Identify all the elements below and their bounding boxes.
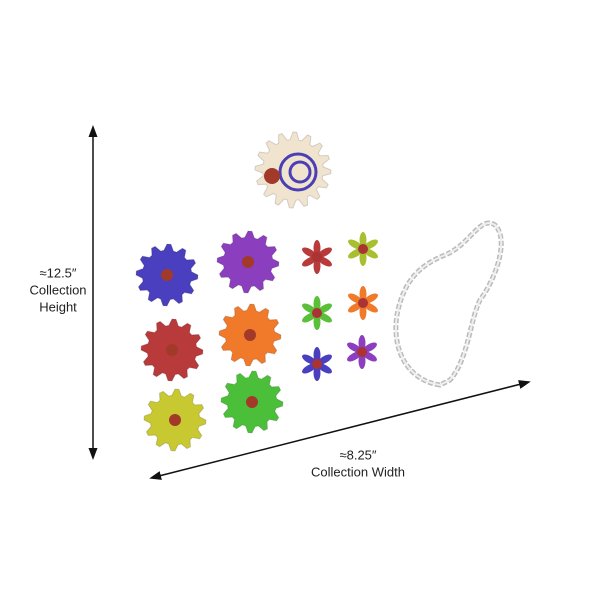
petal bbox=[359, 304, 367, 320]
petal bbox=[358, 353, 366, 369]
chain-loop-inner bbox=[394, 222, 503, 387]
knob bbox=[166, 344, 178, 356]
wooden-gear bbox=[254, 131, 332, 209]
spiral bbox=[278, 152, 318, 192]
petal bbox=[313, 258, 321, 274]
petal bbox=[359, 250, 367, 266]
knob bbox=[161, 269, 173, 281]
knob bbox=[244, 329, 256, 341]
knob bbox=[242, 256, 254, 268]
height-caption: Height bbox=[39, 299, 77, 314]
chain-loop bbox=[393, 220, 504, 388]
petal bbox=[313, 314, 321, 330]
petal bbox=[313, 365, 321, 381]
petal bbox=[359, 286, 367, 302]
knob bbox=[246, 396, 258, 408]
flower-center bbox=[358, 298, 368, 308]
height-caption: Collection bbox=[29, 282, 86, 297]
flower-center bbox=[357, 347, 367, 357]
petal bbox=[313, 240, 321, 256]
petal bbox=[358, 335, 366, 351]
height-value: ≈12.5″ bbox=[39, 265, 76, 280]
width-caption: Collection Width bbox=[311, 464, 405, 479]
width-value: ≈8.25″ bbox=[339, 447, 376, 462]
petal bbox=[313, 296, 321, 312]
flower-center bbox=[312, 252, 322, 262]
parts bbox=[135, 131, 378, 452]
spiral bbox=[288, 160, 312, 184]
flower-center bbox=[312, 359, 322, 369]
width-arrow bbox=[149, 380, 531, 480]
petal bbox=[313, 347, 321, 363]
knob bbox=[169, 414, 181, 426]
petal bbox=[359, 232, 367, 248]
knob bbox=[264, 168, 280, 184]
flower-center bbox=[358, 244, 368, 254]
flower-center bbox=[312, 308, 322, 318]
